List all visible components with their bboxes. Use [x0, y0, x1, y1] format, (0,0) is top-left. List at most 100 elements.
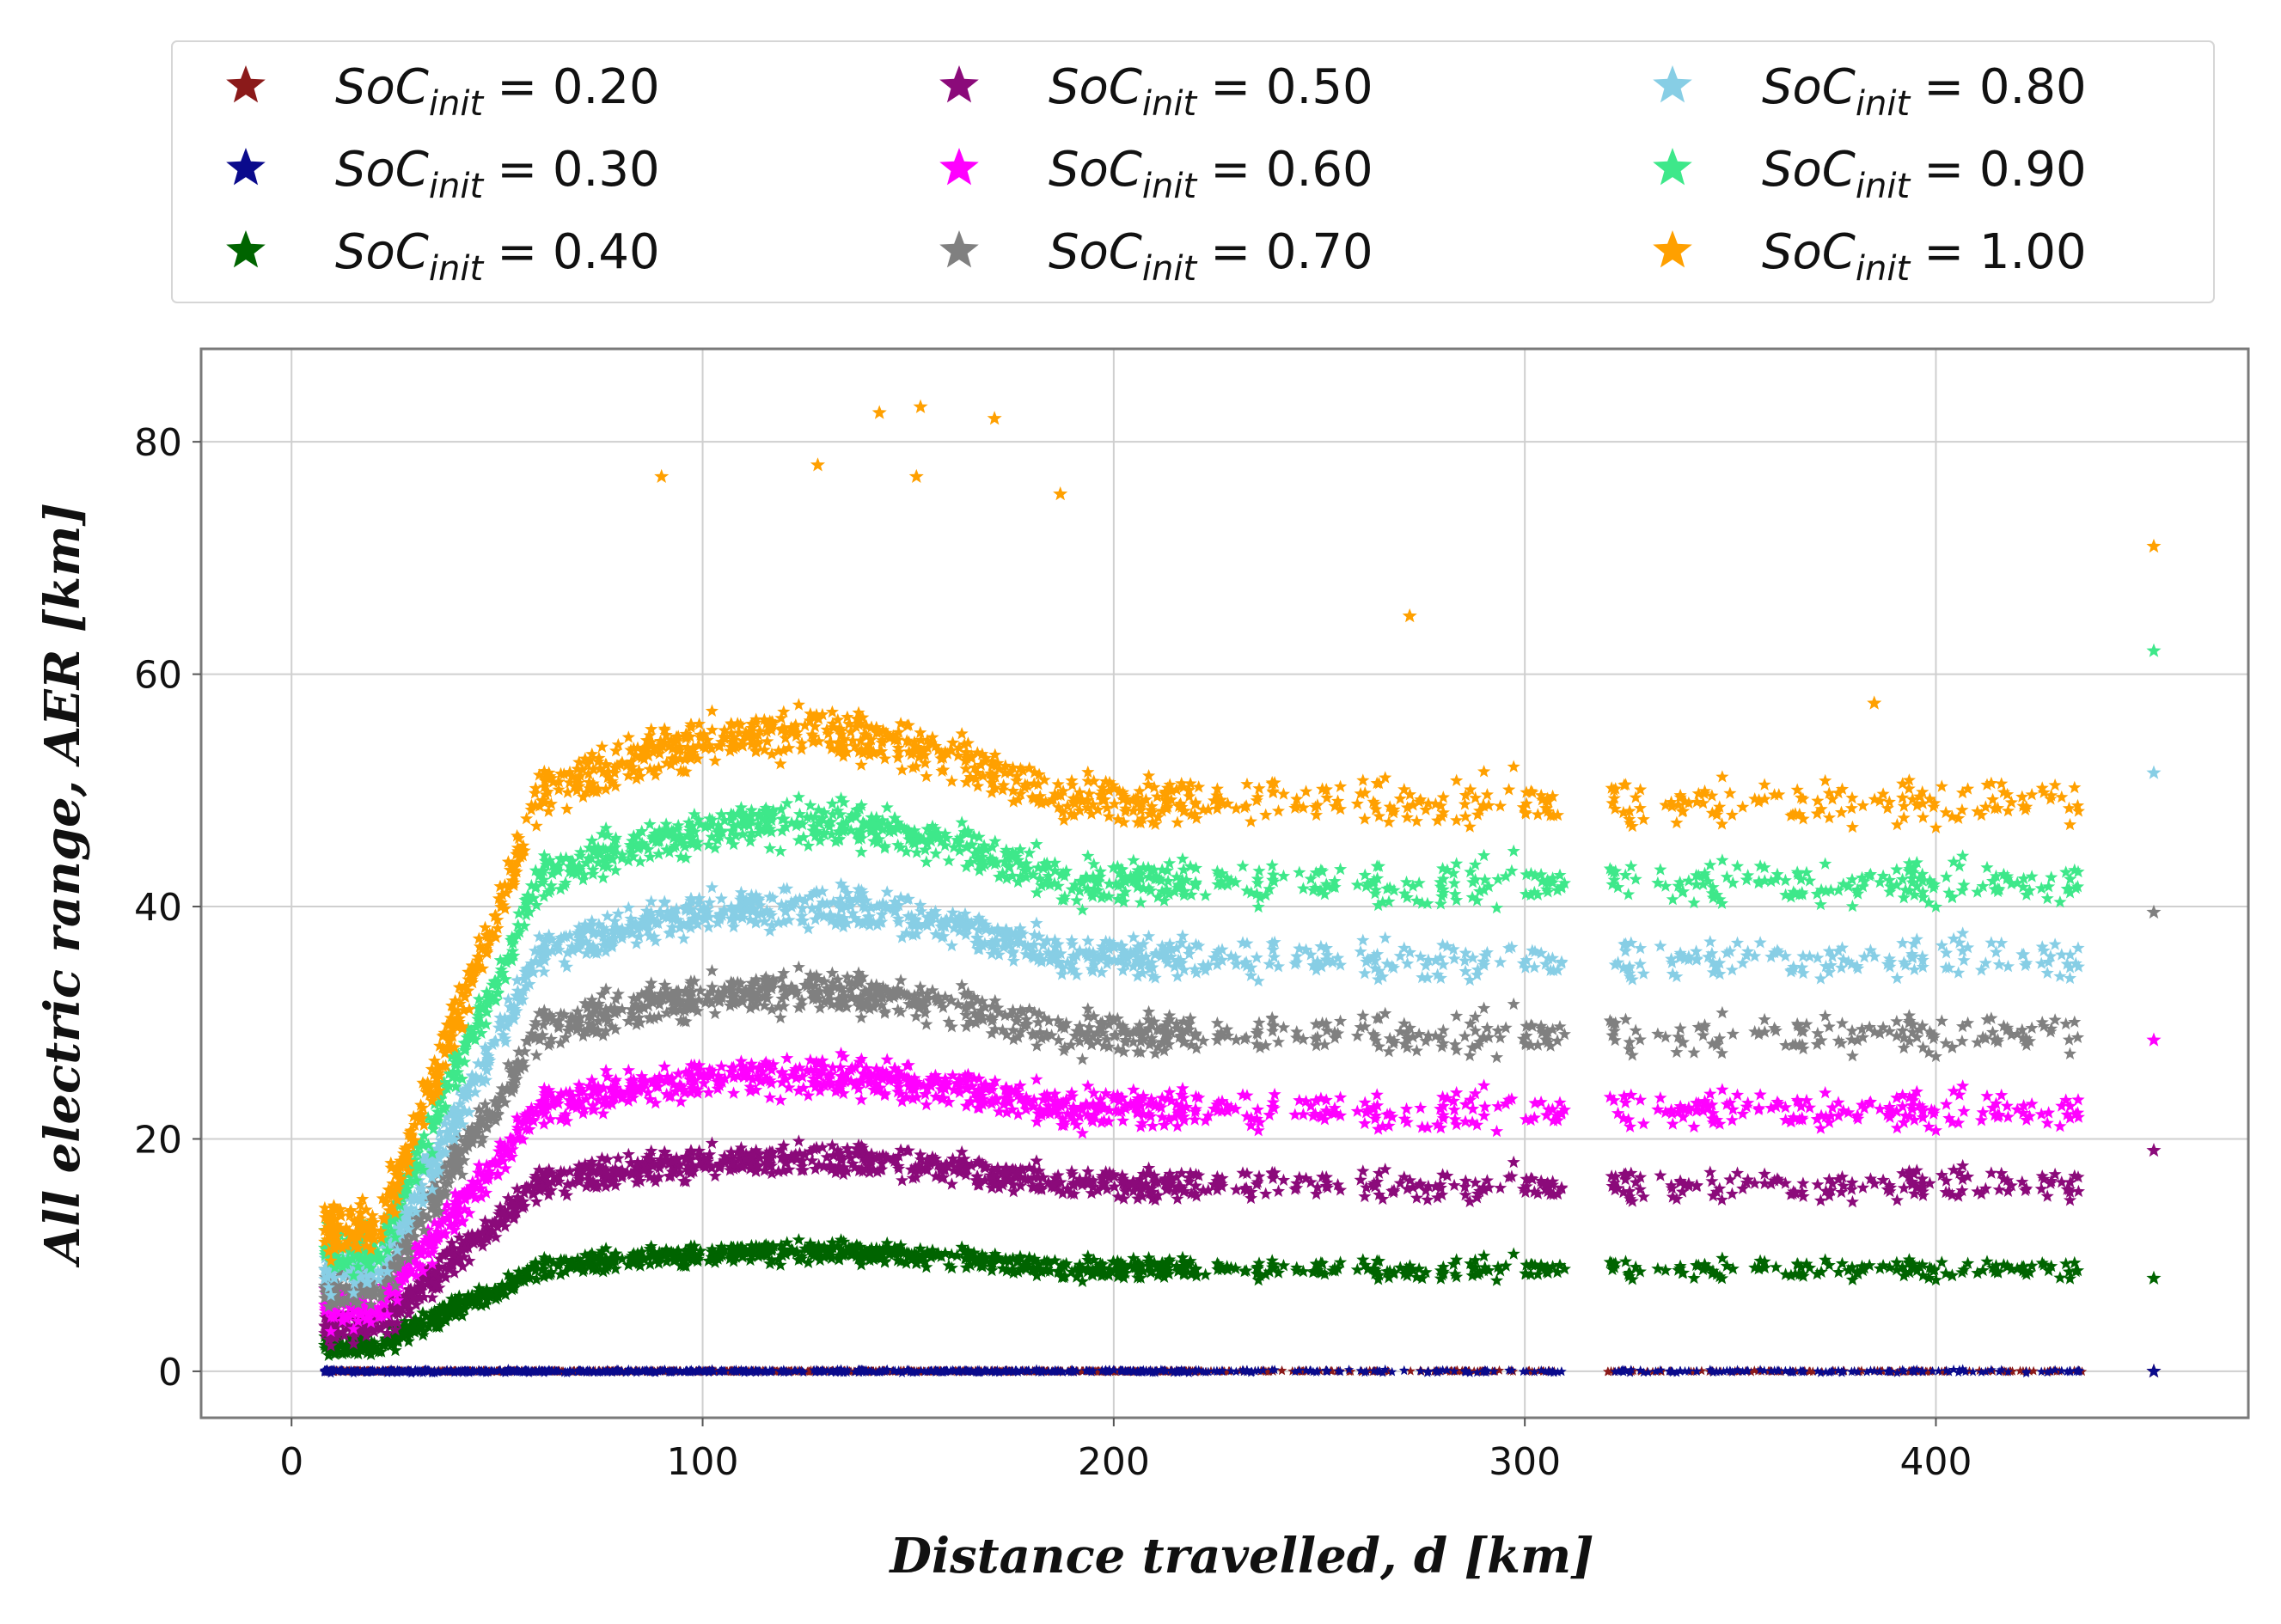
data-point: [920, 1098, 933, 1111]
data-point: [658, 1060, 671, 1073]
data-point: [1272, 1185, 1285, 1198]
data-point: [2035, 1108, 2048, 1120]
data-point: [1189, 1113, 1202, 1125]
data-point: [1814, 1194, 1827, 1206]
data-point: [622, 1148, 635, 1161]
data-point: [1192, 1169, 1205, 1181]
data-point: [1731, 1089, 1744, 1102]
data-point: [2053, 1120, 2066, 1133]
data-point: [1651, 1262, 1664, 1275]
data-point: [675, 1095, 688, 1108]
data-point: [1528, 1096, 1541, 1108]
data-point: [1637, 1117, 1650, 1129]
legend-label: SoCinit= 0.80: [1762, 59, 2087, 124]
data-point: [1081, 1079, 1094, 1091]
data-point: [1832, 1266, 1845, 1278]
data-point: [1836, 1257, 1849, 1269]
data-point: [1507, 1247, 1520, 1260]
data-point: [1448, 1103, 1461, 1116]
data-point: [1796, 1176, 1809, 1189]
data-point: [1259, 1187, 1272, 1200]
data-point: [2072, 1185, 2085, 1197]
legend-label: SoCinit= 0.20: [335, 59, 660, 124]
data-point: [1952, 1116, 1965, 1128]
legend-label: SoCinit= 0.50: [1049, 59, 1373, 124]
legend: SoCinit= 0.20 SoCinit= 0.30 SoCinit= 0.40 S…: [172, 41, 2214, 302]
series-1: [320, 1364, 2085, 1378]
series-2: [318, 1233, 2084, 1361]
data-point: [1507, 1156, 1520, 1169]
legend-label: SoCinit= 0.40: [335, 224, 660, 289]
legend-label: SoCinit= 1.00: [1762, 224, 2087, 289]
data-point: [2053, 1271, 2066, 1284]
data-point: [1490, 1125, 1503, 1138]
legend-label: SoCinit= 0.30: [335, 142, 660, 206]
series-3: [318, 1134, 2085, 1352]
data-point: [792, 1134, 805, 1147]
data-point: [896, 1174, 908, 1187]
legend-label: SoCinit= 0.70: [1049, 224, 1373, 289]
data-point: [1703, 1165, 1716, 1178]
data-point: [1687, 1272, 1700, 1285]
data-point: [1371, 1088, 1384, 1101]
data-point: [1399, 1365, 1410, 1375]
data-point: [2001, 1099, 2014, 1111]
data-point: [1814, 1121, 1827, 1133]
legend-label: SoCinit= 0.90: [1762, 142, 2087, 206]
data-point: [1984, 1166, 1997, 1179]
data-point: [1811, 1178, 1824, 1191]
data-point: [1726, 1114, 1739, 1126]
data-point: [1494, 1181, 1507, 1194]
data-point: [1334, 1090, 1347, 1103]
data-point: [1269, 1088, 1281, 1101]
data-point: [780, 1052, 793, 1064]
data-point: [2059, 1257, 2072, 1270]
data-point: [1277, 1174, 1290, 1187]
data-point: [2041, 1116, 2054, 1129]
data-point: [1687, 1120, 1700, 1133]
data-point: [1410, 1191, 1423, 1204]
data-point: [2071, 1093, 2084, 1106]
data-point: [763, 1091, 776, 1104]
data-point: [956, 1145, 969, 1158]
data-point: [1666, 1117, 1679, 1130]
data-point: [1030, 1072, 1043, 1084]
data-point: [855, 1093, 868, 1106]
data-point: [1277, 1365, 1287, 1375]
data-point: [1754, 1088, 1767, 1100]
data-point: [1715, 1083, 1728, 1096]
data-point: [881, 1053, 894, 1065]
data-point: [1478, 1100, 1491, 1113]
legend-label: SoCinit= 0.60: [1049, 142, 1373, 206]
data-point: [1726, 1187, 1739, 1200]
data-point: [1731, 1166, 1744, 1179]
data-point: [1356, 1164, 1369, 1177]
data-point: [1251, 1103, 1264, 1116]
data-point: [774, 1094, 787, 1107]
data-point: [2064, 1194, 2076, 1206]
data-point: [1199, 1268, 1212, 1281]
data-point: [792, 1233, 805, 1245]
data-point: [1770, 1261, 1783, 1273]
data-point: [1477, 1078, 1490, 1091]
data-point: [1414, 1102, 1427, 1114]
data-point: [1654, 1091, 1666, 1104]
data-point: [945, 1177, 958, 1190]
data-point: [1957, 1105, 1970, 1118]
data-point: [1651, 1102, 1664, 1115]
data-point: [1980, 1090, 1993, 1102]
data-point: [1400, 1102, 1413, 1115]
data-point: [2026, 1097, 2039, 1110]
data-point: [1819, 1086, 1832, 1099]
data-point: [1654, 1169, 1666, 1181]
data-point: [1491, 1100, 1504, 1113]
data-point: [1940, 1097, 1953, 1109]
data-point: [1030, 1154, 1043, 1166]
data-point: [1659, 1264, 1672, 1277]
data-point: [1935, 1255, 1948, 1268]
data-point: [1477, 1109, 1490, 1121]
data-point: [1846, 1195, 1859, 1208]
